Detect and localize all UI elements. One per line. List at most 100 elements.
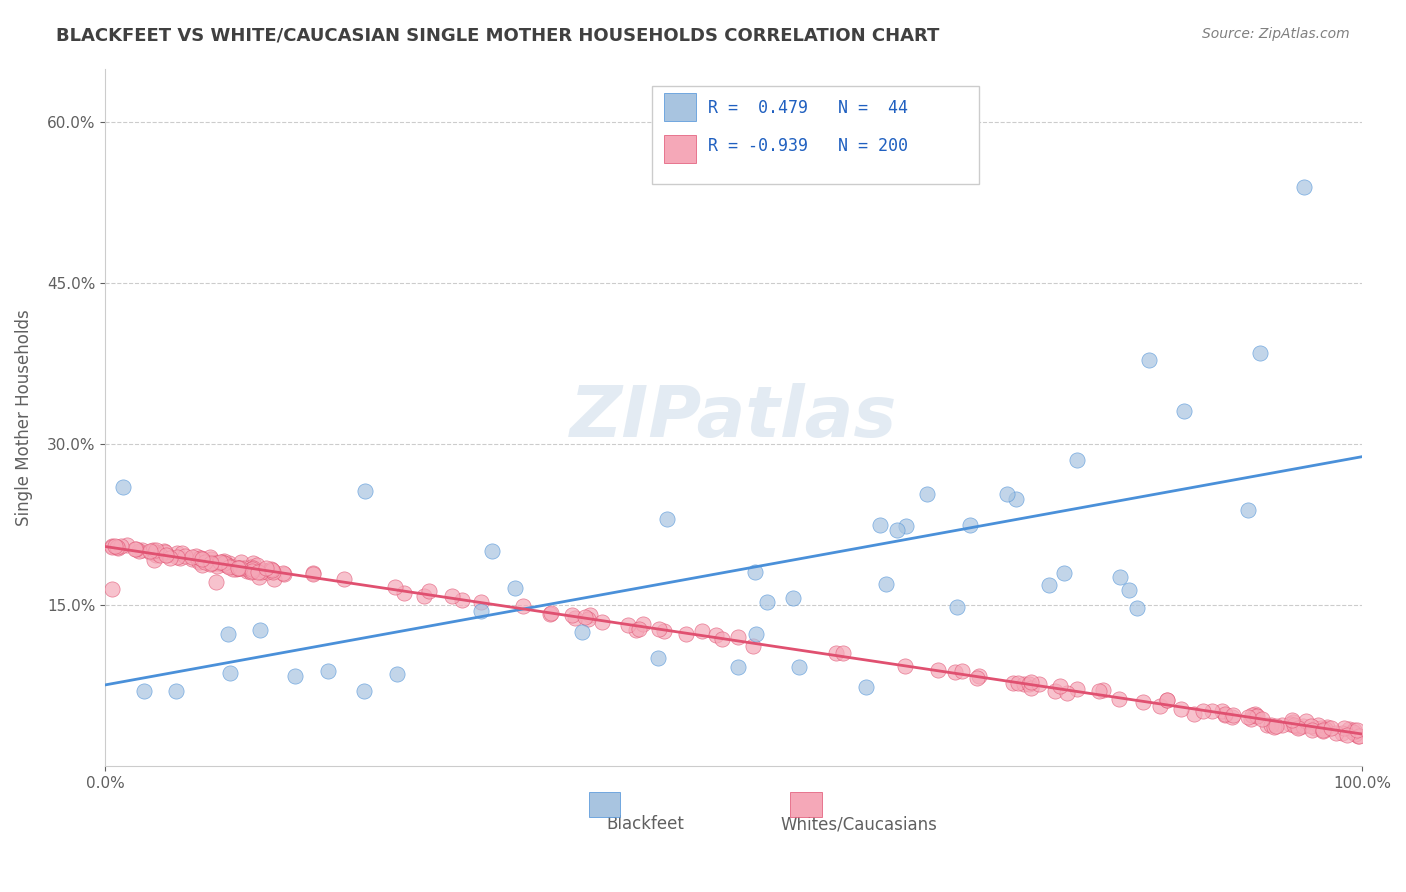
Point xyxy=(647,651,669,665)
Point xyxy=(219,558,242,573)
Point xyxy=(755,594,778,608)
Point xyxy=(1004,491,1026,506)
Point xyxy=(165,684,187,698)
Point xyxy=(107,541,129,556)
Text: R = -0.939   N = 200: R = -0.939 N = 200 xyxy=(709,137,908,155)
Text: ZIPatlas: ZIPatlas xyxy=(569,383,897,452)
Point xyxy=(387,666,409,681)
Point xyxy=(302,566,325,581)
Point xyxy=(232,561,254,575)
Point xyxy=(1182,706,1205,721)
Point xyxy=(145,542,167,557)
Point xyxy=(208,555,231,569)
Point xyxy=(1301,719,1323,733)
Point xyxy=(875,577,897,591)
Point xyxy=(191,552,214,566)
Point xyxy=(1108,691,1130,706)
FancyBboxPatch shape xyxy=(665,135,696,162)
Point xyxy=(1053,566,1076,580)
Point xyxy=(1173,404,1195,418)
Point xyxy=(470,604,492,618)
Point xyxy=(1211,704,1233,718)
Point xyxy=(1043,683,1066,698)
Point xyxy=(1263,720,1285,734)
Point xyxy=(561,607,583,622)
Point xyxy=(1308,718,1330,732)
Point xyxy=(215,558,238,573)
Point xyxy=(242,556,264,570)
Point xyxy=(1237,503,1260,517)
Point xyxy=(191,552,214,566)
Point xyxy=(204,557,226,571)
Point xyxy=(1246,709,1268,723)
Point xyxy=(652,624,675,638)
Point xyxy=(1132,695,1154,709)
Point xyxy=(198,558,221,572)
Point xyxy=(1018,677,1040,691)
Point xyxy=(225,562,247,576)
Point xyxy=(256,565,278,579)
Point xyxy=(1310,721,1333,735)
Point xyxy=(959,518,981,533)
Point xyxy=(205,574,228,589)
Point xyxy=(1049,679,1071,693)
Point xyxy=(745,626,768,640)
Point xyxy=(451,592,474,607)
Point xyxy=(145,546,167,560)
Point xyxy=(869,518,891,533)
Point xyxy=(217,559,239,574)
Point xyxy=(262,566,284,580)
Point xyxy=(188,550,211,565)
Point xyxy=(1002,676,1025,690)
Point xyxy=(945,600,967,615)
Point xyxy=(110,539,132,553)
Y-axis label: Single Mother Households: Single Mother Households xyxy=(15,309,32,525)
Point xyxy=(174,549,197,563)
Point xyxy=(143,545,166,559)
Point xyxy=(139,543,162,558)
Point xyxy=(657,512,679,526)
Point xyxy=(392,586,415,600)
Point xyxy=(115,538,138,552)
Point xyxy=(1156,693,1178,707)
Point xyxy=(131,543,153,558)
Point xyxy=(1137,353,1160,368)
Point xyxy=(1240,712,1263,726)
Point xyxy=(226,561,249,575)
FancyBboxPatch shape xyxy=(790,792,821,816)
Point xyxy=(1241,707,1264,722)
Point xyxy=(246,565,269,579)
Point xyxy=(105,540,128,554)
Point xyxy=(1341,724,1364,739)
Point xyxy=(995,487,1018,501)
Point xyxy=(252,562,274,576)
Point xyxy=(111,480,134,494)
Point xyxy=(1213,707,1236,722)
Point xyxy=(1281,714,1303,728)
Point xyxy=(316,664,339,678)
Point xyxy=(180,550,202,565)
Point xyxy=(217,626,239,640)
Point xyxy=(1237,709,1260,723)
Point xyxy=(145,548,167,562)
Point xyxy=(271,566,294,580)
Point xyxy=(1019,681,1042,695)
Point xyxy=(191,558,214,572)
Point xyxy=(727,630,749,644)
Point xyxy=(1292,718,1315,732)
Point xyxy=(200,551,222,566)
Point xyxy=(229,561,252,575)
Point xyxy=(354,483,377,498)
Point xyxy=(101,582,124,597)
Point xyxy=(481,544,503,558)
Point xyxy=(169,550,191,565)
Point xyxy=(152,544,174,558)
Point xyxy=(1201,704,1223,718)
Point xyxy=(240,560,263,574)
Point xyxy=(927,663,949,677)
Text: Source: ZipAtlas.com: Source: ZipAtlas.com xyxy=(1202,27,1350,41)
Point xyxy=(219,666,242,681)
Point xyxy=(1260,718,1282,732)
Point xyxy=(124,541,146,556)
Point xyxy=(1288,720,1310,734)
